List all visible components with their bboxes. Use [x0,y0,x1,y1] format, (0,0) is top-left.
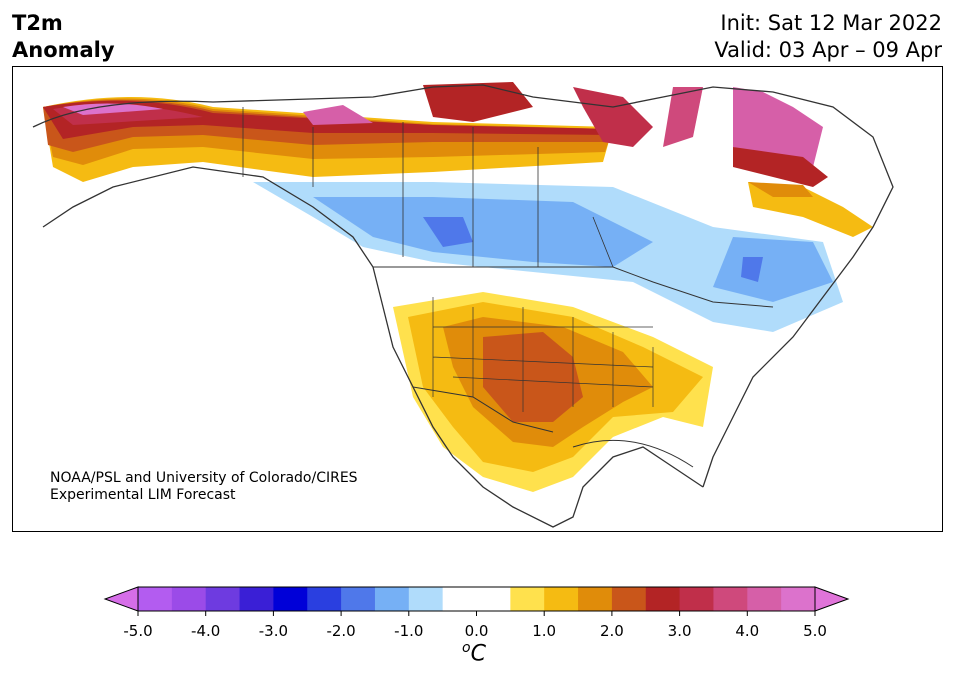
colorbar-cell [408,587,444,611]
anomaly-map [32,82,894,528]
colorbar-cell [544,587,579,611]
colorbar-cell [679,587,714,611]
colorbar-tick-label: 2.0 [599,622,624,640]
map-panel: NOAA/PSL and University of Colorado/CIRE… [12,66,943,532]
init-date: Init: Sat 12 Mar 2022 [720,11,942,35]
colorbar-cell [239,587,274,611]
colorbar-cell [510,587,545,611]
colorbar-cell [781,587,816,611]
colorbar-cell [341,587,376,611]
colorbar-cell [578,587,613,611]
coastline [32,84,894,528]
us-mexico-border [412,386,554,433]
colorbar [103,586,850,616]
colorbar-cell [442,587,477,611]
colorbar-cell [205,587,241,611]
us-canada-border [373,266,774,308]
colorbar-cell [713,587,748,611]
credit-text: NOAA/PSL and University of Colorado/CIRE… [50,470,358,504]
colorbar-cell [171,587,207,611]
unit-degree-superscript: o [462,640,471,656]
colorbar-tick-label: 0.0 [464,622,489,640]
colorbar-tick-label: -5.0 [123,622,153,640]
title-anomaly: Anomaly [12,38,115,62]
valid-range: Valid: 03 Apr – 09 Apr [714,38,942,62]
colorbar-cell [747,587,782,611]
gulf-of-mexico-outline [572,439,694,468]
colorbar-cell [645,587,681,611]
anomaly-region-canada-cold-core [423,217,473,247]
colorbar-tick-label: 3.0 [667,622,692,640]
colorbar-tick-label: -4.0 [191,622,221,640]
colorbar-tick-label: 5.0 [803,622,827,640]
colorbar-cell [273,587,308,611]
colorbar-ticks [137,611,816,616]
colorbar-tick-label: -3.0 [258,622,289,640]
colorbar-cell [611,587,647,611]
forecast-dates: Init: Sat 12 Mar 2022 Valid: 03 Apr – 09… [714,10,942,64]
title-variable: T2m [12,11,63,35]
state-lines [432,297,654,412]
colorbar-cell [374,587,410,611]
colorbar-tick-label: -2.0 [326,622,356,640]
colorbar-unit: oC [462,640,486,666]
map-title: T2m Anomaly [12,10,115,64]
colorbar-tick-label: 4.0 [735,622,760,640]
colorbar-cells [138,587,816,611]
colorbar-cell [138,587,173,611]
credit-line-1: NOAA/PSL and University of Colorado/CIRE… [50,470,358,486]
colorbar-tick-label: -1.0 [394,622,424,640]
provincial-lines [242,107,614,268]
colorbar-tick-label: 1.0 [532,622,557,640]
unit-letter: C [470,641,486,667]
colorbar-cell [476,587,511,611]
colorbar-arrow-left [103,586,139,612]
anomaly-region-arctic-warm [423,82,533,122]
colorbar-arrow-right [814,586,850,612]
colorbar-cell [307,587,342,611]
credit-line-2: Experimental LIM Forecast [50,487,236,503]
